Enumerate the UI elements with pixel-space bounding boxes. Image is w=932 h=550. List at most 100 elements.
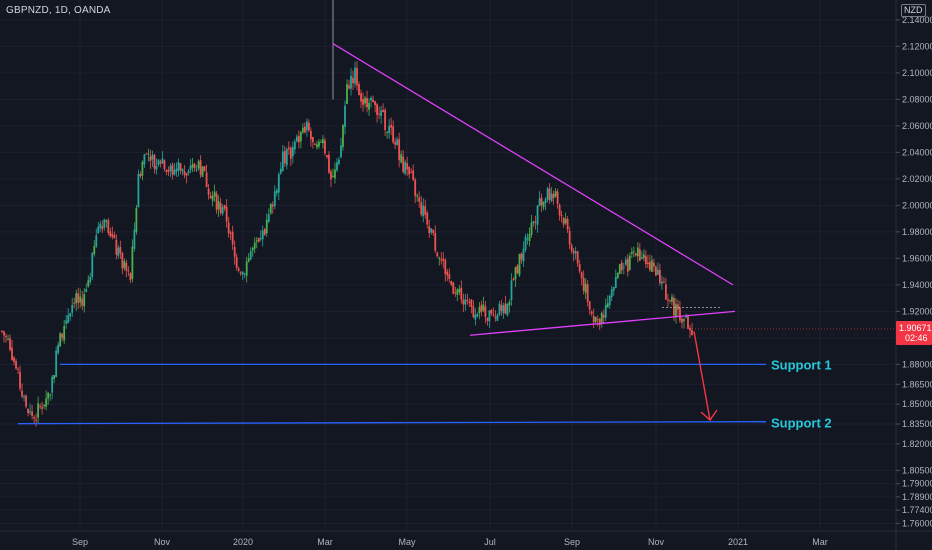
candle-body: [201, 166, 204, 177]
candle-body: [131, 246, 134, 279]
candle-body: [528, 234, 531, 242]
candle-body: [530, 222, 533, 235]
candle-body: [103, 219, 106, 228]
candle-body: [219, 202, 222, 213]
candle-body: [35, 419, 37, 421]
candle-body: [512, 278, 515, 281]
candle-body: [510, 280, 513, 301]
candle-body: [119, 247, 122, 254]
candle-body: [117, 247, 120, 256]
price-axis[interactable]: 1.76000 1.77400 1.78900 1.79000 1.80500 1.820…: [895, 0, 932, 550]
candle-body: [326, 155, 328, 158]
candle-body: [71, 305, 74, 313]
candle-body: [570, 245, 573, 251]
candle-body: [504, 303, 507, 314]
candle-body: [211, 195, 214, 201]
candle-body: [636, 247, 639, 257]
price-tick-label: 1.85000: [902, 399, 932, 409]
candle-body: [382, 110, 385, 113]
candle-body: [251, 247, 254, 251]
candle-body: [223, 204, 226, 209]
candle-body: [520, 253, 523, 260]
candle-body: [378, 113, 380, 115]
candle-body: [426, 212, 429, 225]
candle-body: [368, 102, 370, 110]
candle-body: [546, 188, 549, 200]
candle-body: [484, 306, 487, 317]
candle-body: [309, 131, 312, 140]
candle-body: [29, 411, 31, 413]
candle-body: [330, 171, 332, 180]
candle-body: [157, 159, 160, 165]
price-tick-label: 2.04000: [902, 147, 932, 157]
candle-body: [620, 262, 623, 271]
candle-body: [267, 214, 270, 222]
candle-body: [685, 315, 687, 318]
candle-body: [432, 229, 435, 234]
candle-body: [588, 301, 591, 310]
candle-body: [498, 303, 501, 315]
candle-body: [5, 335, 7, 337]
candle-body: [350, 75, 352, 89]
candle-body: [73, 302, 76, 305]
candle-body: [598, 318, 601, 326]
candle-body: [687, 316, 689, 329]
candle-body: [354, 67, 356, 84]
candle-body: [558, 204, 561, 216]
price-tick-label: 1.96000: [902, 253, 932, 263]
candle-body: [556, 191, 559, 204]
candle-body: [181, 168, 184, 172]
candle-body: [47, 392, 50, 399]
candle-body: [436, 252, 439, 257]
candle-body: [221, 207, 224, 214]
candle-body: [237, 268, 240, 271]
candle-body: [322, 139, 324, 144]
candle-body: [398, 139, 401, 161]
candle-body: [41, 407, 44, 409]
candle-body: [179, 163, 182, 171]
candle-body: [626, 258, 629, 272]
price-tick-label: 1.79000: [902, 479, 932, 489]
candle-body: [165, 169, 168, 172]
candle-body: [59, 333, 62, 347]
symbol-title[interactable]: GBPNZD, 1D, OANDA: [6, 5, 111, 16]
candle-body: [669, 299, 671, 301]
time-tick-label: Jul: [484, 537, 496, 547]
candle-body: [612, 286, 615, 291]
candle-body: [301, 127, 304, 133]
candle-body: [634, 253, 637, 256]
support-2-line: [17, 421, 767, 425]
candle-body: [578, 264, 581, 272]
candle-body: [576, 251, 579, 264]
candle-body: [356, 68, 358, 86]
candle-body: [279, 168, 282, 174]
candle-body: [440, 259, 443, 261]
candle-body: [69, 313, 72, 317]
candle-body: [452, 282, 455, 294]
candle-body: [659, 269, 661, 283]
candle-body: [229, 232, 232, 234]
candle-body: [522, 248, 525, 262]
price-tick-label: 1.78900: [902, 492, 932, 502]
price-tick-label: 1.94000: [902, 280, 932, 290]
candle-body: [89, 276, 92, 283]
candle-body: [287, 147, 290, 150]
candle-body: [259, 237, 262, 240]
candle-body: [482, 304, 485, 311]
candle-body: [281, 151, 284, 172]
candle-body: [402, 156, 405, 172]
candle-body: [23, 396, 25, 398]
candle-body: [657, 269, 659, 275]
candle-body: [269, 203, 272, 214]
candle-body: [143, 154, 146, 165]
candle-body: [245, 261, 248, 276]
candle-body: [506, 303, 509, 316]
candle-body: [247, 258, 250, 262]
last-price-value: 1.90671: [899, 323, 932, 333]
candle-body: [540, 197, 543, 206]
time-axis[interactable]: Sep Nov 2020 Mar May Jul Sep Nov 2021 Mar: [0, 530, 932, 547]
candle-body: [127, 270, 130, 272]
price-tick-label: 2.12000: [902, 41, 932, 51]
price-tick-label: 2.00000: [902, 200, 932, 210]
